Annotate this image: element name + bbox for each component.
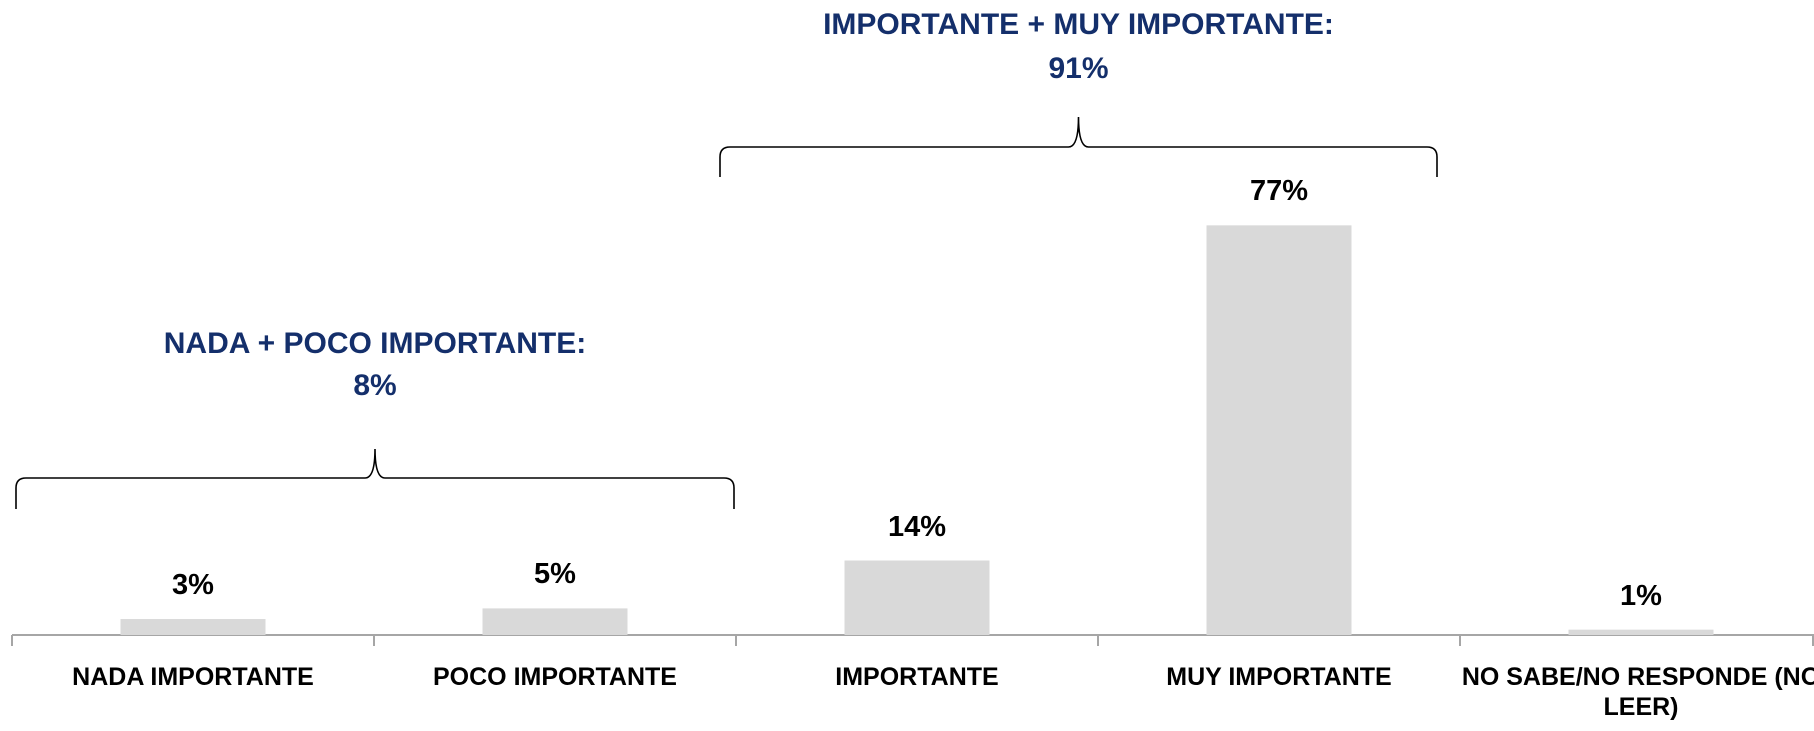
annotation-total: 8% xyxy=(353,369,397,402)
group-bracket xyxy=(15,448,735,509)
x-tick-label: NADA IMPORTANTE xyxy=(72,663,314,691)
annotation-title: NADA + POCO IMPORTANTE: xyxy=(163,327,587,360)
data-label: 5% xyxy=(534,558,576,591)
bar xyxy=(120,619,266,635)
group-bracket xyxy=(719,116,1438,177)
x-tick-label: NO SABE/NO RESPONDE (NO LEER) xyxy=(1461,663,1814,721)
x-tick-label: IMPORTANTE xyxy=(835,663,999,691)
bar xyxy=(482,608,628,635)
x-tick-label: MUY IMPORTANTE xyxy=(1166,663,1392,691)
x-tick-label: POCO IMPORTANTE xyxy=(433,663,677,691)
data-label: 14% xyxy=(887,510,947,543)
data-label: 3% xyxy=(172,569,214,602)
bar xyxy=(1206,225,1352,636)
annotation-total: 91% xyxy=(1048,52,1109,85)
bar xyxy=(844,560,990,635)
data-label: 77% xyxy=(1249,175,1309,208)
annotation-title: IMPORTANTE + MUY IMPORTANTE: xyxy=(823,8,1334,41)
bar xyxy=(1568,629,1714,635)
data-label: 1% xyxy=(1620,579,1662,612)
